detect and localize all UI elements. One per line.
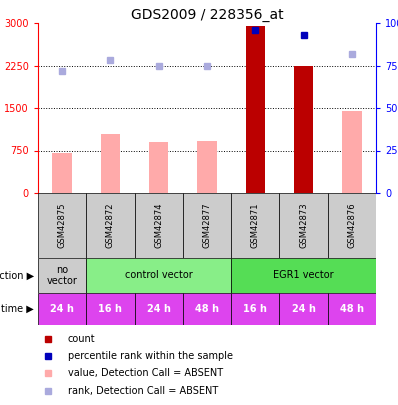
Bar [38,293,86,325]
Text: GSM42873: GSM42873 [299,202,308,248]
Text: GSM42871: GSM42871 [251,203,260,248]
Bar [231,258,376,293]
Title: GDS2009 / 228356_at: GDS2009 / 228356_at [131,8,283,22]
Bar [38,193,86,258]
Bar [231,293,279,325]
Bar [86,258,231,293]
Bar [279,293,328,325]
Text: 48 h: 48 h [340,304,364,314]
Text: GSM42876: GSM42876 [347,202,356,248]
Bar [53,153,72,193]
Bar [183,293,231,325]
Text: GSM42875: GSM42875 [58,203,66,248]
Bar [231,193,279,258]
Bar [294,66,313,193]
Bar [328,193,376,258]
Text: 24 h: 24 h [292,304,316,314]
Text: control vector: control vector [125,271,193,281]
Text: GSM42874: GSM42874 [154,203,163,248]
Text: no
vector: no vector [47,265,78,286]
Bar [86,293,135,325]
Bar [38,258,86,293]
Text: rank, Detection Call = ABSENT: rank, Detection Call = ABSENT [68,386,218,396]
Text: EGR1 vector: EGR1 vector [273,271,334,281]
Bar [135,193,183,258]
Text: GSM42877: GSM42877 [203,202,211,248]
Bar [101,134,120,193]
Text: 16 h: 16 h [243,304,267,314]
Bar [246,26,265,193]
Text: 24 h: 24 h [147,304,171,314]
Text: 16 h: 16 h [98,304,122,314]
Bar [197,141,217,193]
Bar [86,193,135,258]
Bar [342,111,361,193]
Bar [328,293,376,325]
Text: 24 h: 24 h [50,304,74,314]
Bar [279,193,328,258]
Text: infection ▶: infection ▶ [0,271,34,281]
Bar [135,293,183,325]
Text: percentile rank within the sample: percentile rank within the sample [68,351,233,361]
Text: value, Detection Call = ABSENT: value, Detection Call = ABSENT [68,369,223,378]
Text: count: count [68,334,95,344]
Text: time ▶: time ▶ [1,304,34,314]
Bar [149,142,168,193]
Text: GSM42872: GSM42872 [106,203,115,248]
Bar [183,193,231,258]
Text: 48 h: 48 h [195,304,219,314]
